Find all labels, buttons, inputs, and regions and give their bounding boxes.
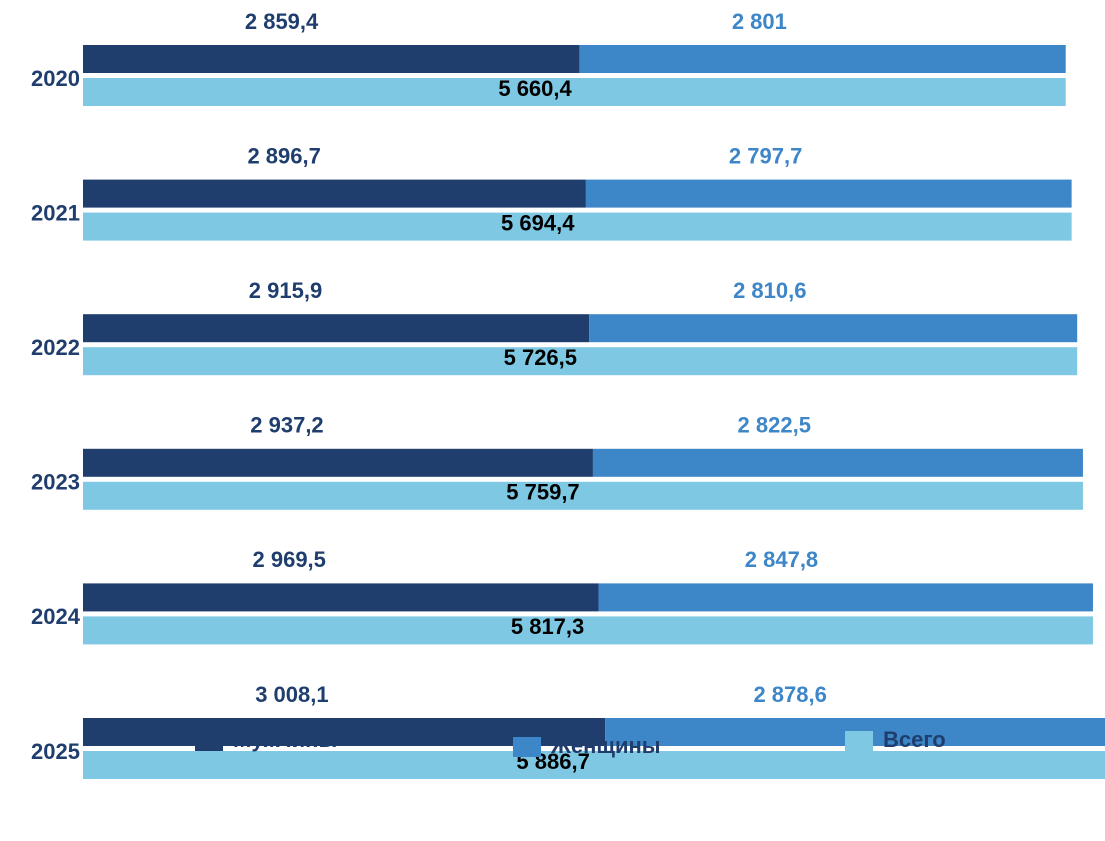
value-label: 2 822,5	[738, 413, 811, 438]
y-tick-label: 2023	[31, 470, 80, 495]
y-tick-label: 2024	[31, 604, 81, 629]
legend-label: Женщины	[550, 733, 661, 758]
value-label: 2 969,5	[253, 547, 326, 572]
value-label: 2 859,4	[245, 9, 319, 34]
bar	[83, 78, 1066, 106]
bar	[83, 45, 580, 73]
value-label: 2 801	[732, 9, 787, 34]
bar	[83, 212, 1072, 241]
bar	[83, 314, 590, 343]
bar	[585, 179, 1072, 208]
bar	[83, 751, 1105, 779]
bar	[83, 347, 1078, 376]
value-label: 2 797,7	[729, 143, 802, 168]
y-tick-label: 2025	[31, 739, 80, 764]
bar	[83, 448, 593, 477]
bar	[579, 45, 1066, 73]
bar	[83, 616, 1093, 645]
bar	[592, 448, 1083, 477]
value-label: 5 726,5	[504, 345, 577, 370]
y-tick-label: 2021	[31, 200, 80, 225]
value-label: 2 810,6	[733, 278, 806, 303]
y-tick-label: 2022	[31, 335, 80, 360]
bar	[83, 583, 599, 612]
value-label: 2 896,7	[247, 143, 320, 168]
legend-swatch	[513, 737, 541, 757]
value-label: 5 694,4	[501, 210, 575, 235]
value-label: 2 878,6	[753, 682, 826, 707]
value-label: 2 937,2	[250, 413, 323, 438]
legend-swatch	[195, 731, 223, 751]
y-tick-label: 2020	[31, 66, 80, 91]
bar	[598, 583, 1093, 612]
value-label: 3 008,1	[255, 682, 328, 707]
value-label: 2 847,8	[745, 547, 818, 572]
legend-label: Всего	[883, 727, 946, 752]
legend-swatch	[845, 731, 873, 751]
value-label: 2 915,9	[249, 278, 322, 303]
bar	[83, 179, 586, 208]
value-label: 5 817,3	[511, 614, 584, 639]
value-label: 5 759,7	[506, 480, 579, 505]
bar	[589, 314, 1078, 343]
legend-label: Мужчины	[233, 727, 337, 752]
bar	[83, 481, 1083, 510]
value-label: 5 660,4	[498, 76, 572, 101]
